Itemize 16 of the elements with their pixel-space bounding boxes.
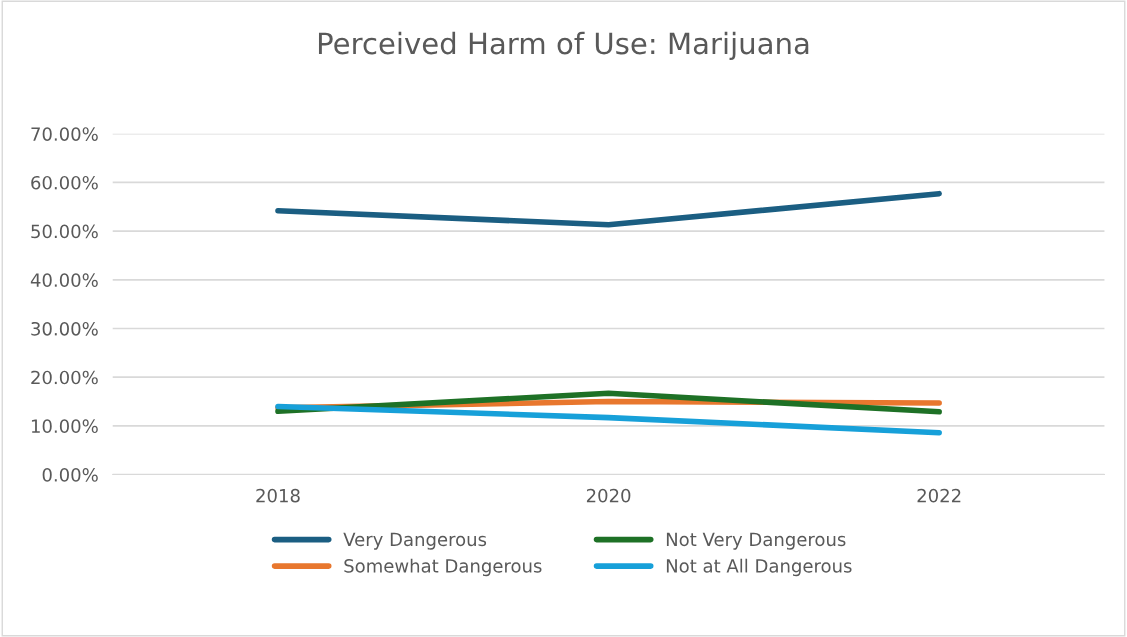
x-tick-label: 2018 [256, 488, 300, 503]
legend-label: Not Very Dangerous [666, 532, 846, 550]
y-tick-label: 70.00% [31, 127, 98, 141]
legend-label: Not at All Dangerous [666, 558, 852, 577]
chart-title: Perceived Harm of Use: Marijuana [318, 31, 809, 61]
y-tick-label: 0.00% [42, 468, 98, 482]
legend-label: Very Dangerous [343, 532, 487, 550]
x-tick-label: 2020 [586, 488, 631, 503]
x-tick-label: 2022 [917, 488, 961, 503]
y-tick-label: 30.00% [31, 321, 98, 336]
y-tick-label: 20.00% [31, 370, 98, 385]
y-tick-label: 10.00% [31, 419, 98, 433]
y-tick-label: 50.00% [31, 224, 98, 239]
legend-label: Somewhat Dangerous [344, 558, 542, 577]
y-tick-label: 60.00% [31, 175, 98, 190]
y-tick-label: 40.00% [30, 273, 98, 287]
